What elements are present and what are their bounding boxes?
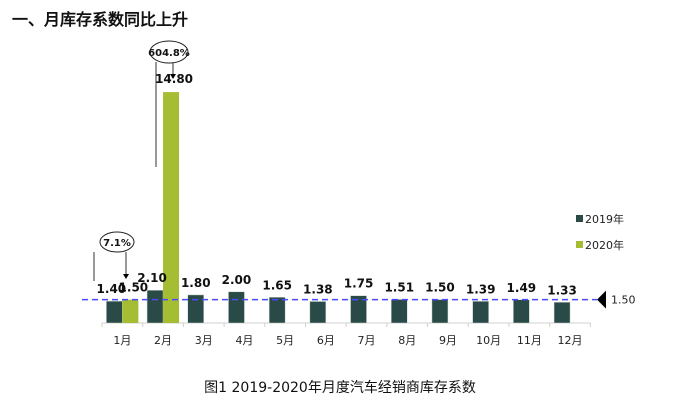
bar-2020-2 xyxy=(163,92,180,324)
bar-2019-7 xyxy=(350,295,367,324)
x-tick-label: 2月 xyxy=(154,334,172,347)
legend-label: 2019年 xyxy=(585,212,624,226)
data-label-2020: 14.80 xyxy=(155,72,193,86)
data-label-2019: 2.00 xyxy=(222,273,252,287)
data-label-2019: 1.49 xyxy=(507,281,537,295)
bar-2019-5 xyxy=(268,297,286,324)
x-tick-label: 11月 xyxy=(517,334,542,347)
x-tick-label: 7月 xyxy=(358,334,376,347)
data-label-2019: 1.51 xyxy=(384,280,414,294)
data-label-2019: 1.40 xyxy=(97,282,127,296)
annotation-text: 7.1% xyxy=(103,238,131,249)
data-label-2019: 1.65 xyxy=(262,278,292,292)
x-tick-label: 9月 xyxy=(439,334,457,347)
data-label-2019: 1.39 xyxy=(466,282,496,296)
annotation-bubble xyxy=(149,40,189,64)
data-label-2020: 1.50 xyxy=(119,281,149,295)
bar-2019-10 xyxy=(472,301,489,324)
annotation-bubble xyxy=(99,231,135,253)
bar-2019-4 xyxy=(228,291,245,324)
bar-2019-2 xyxy=(146,289,164,324)
legend-label: 2020年 xyxy=(585,238,624,252)
reference-marker-icon xyxy=(597,290,606,309)
bar-2019-8 xyxy=(391,299,408,324)
bar-2020-1 xyxy=(122,299,139,323)
legend-swatch xyxy=(576,241,583,248)
data-label-2019: 1.33 xyxy=(547,283,577,297)
data-label-2019: 1.50 xyxy=(425,281,455,295)
data-label-2019: 1.80 xyxy=(181,276,211,290)
x-tick-label: 3月 xyxy=(195,334,213,347)
arrowhead-icon xyxy=(170,74,176,79)
x-tick-label: 1月 xyxy=(113,334,131,347)
x-tick-label: 5月 xyxy=(276,334,294,347)
x-tick-label: 10月 xyxy=(476,334,501,347)
arrowhead-icon xyxy=(123,274,129,279)
bar-2019-11 xyxy=(513,299,530,324)
bar-2019-12 xyxy=(553,302,571,324)
section-heading: 一、月库存系数同比上升 xyxy=(12,10,189,29)
figure-caption: 图1 2019-2020年月度汽车经销商库存系数 xyxy=(204,380,476,396)
bar-2019-6 xyxy=(309,301,327,324)
reference-label: 1.50 xyxy=(611,294,636,307)
data-label-2019: 1.75 xyxy=(344,277,374,291)
bar-2019-3 xyxy=(187,294,204,324)
x-tick-label: 12月 xyxy=(558,334,583,347)
bar-2019-1 xyxy=(106,300,123,324)
legend-swatch xyxy=(576,215,583,222)
x-tick-label: 8月 xyxy=(398,334,416,347)
data-label-2019: 1.38 xyxy=(303,282,333,296)
bar-2019-9 xyxy=(431,299,449,324)
annotation-text: 604.8% xyxy=(148,48,190,59)
x-tick-label: 4月 xyxy=(235,334,253,347)
x-tick-label: 6月 xyxy=(317,334,335,347)
data-label-2019: 2.10 xyxy=(137,271,167,285)
